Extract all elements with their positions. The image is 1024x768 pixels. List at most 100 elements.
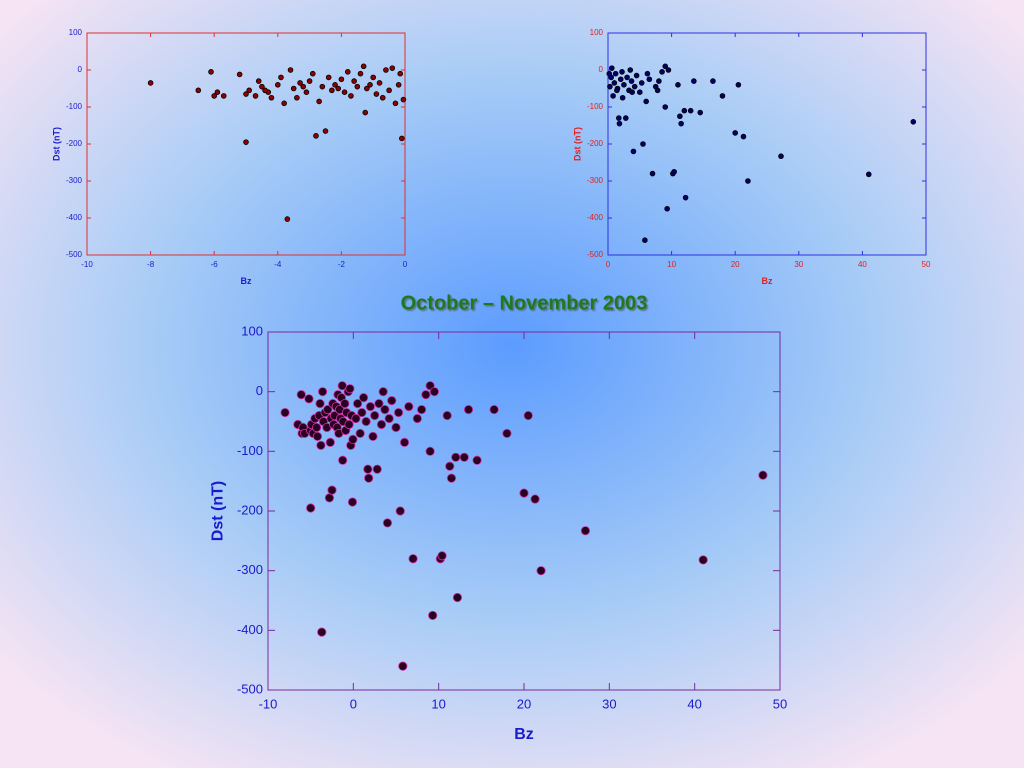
data-point [379,94,386,101]
y-tick-label: -100 [237,443,263,458]
data-point [373,91,380,97]
data-point [671,168,677,175]
data-point [147,80,154,86]
data-point [397,70,404,77]
data-point [459,452,469,462]
y-tick-label: 0 [256,383,263,398]
data-point [735,82,742,88]
data-point [376,80,383,86]
data-point [425,446,435,456]
data-point [623,115,629,121]
data-point [327,485,337,495]
y-tick-label: -300 [587,176,604,185]
x-tick-label: -8 [147,260,155,269]
data-point [630,148,637,155]
y-axis-label: Dst (nT) [572,127,582,161]
data-point [678,120,684,127]
data-point [910,119,917,125]
data-point [364,473,374,483]
data-point [452,592,463,603]
x-tick-label: -10 [259,696,278,711]
x-tick-label: -6 [211,260,219,269]
data-point [778,153,784,160]
data-point [416,404,427,415]
data-point [446,473,457,483]
x-tick-label: -10 [81,260,93,269]
data-point [400,96,407,103]
data-point [352,398,363,409]
data-point [246,87,252,94]
data-point [374,398,384,409]
data-point [386,87,392,94]
data-point [646,76,653,83]
data-point [636,89,643,95]
data-point [633,72,640,79]
data-point [303,89,310,95]
data-point [687,107,694,114]
data-point [300,83,307,90]
data-point [606,70,613,77]
x-tick-label: 10 [431,696,445,711]
data-point [389,65,396,71]
data-point [710,78,716,84]
data-point [644,70,651,77]
x-tick-label: 50 [773,696,787,711]
data-point [255,78,262,84]
data-point [363,464,373,474]
data-point [472,455,482,465]
y-tick-label: 100 [69,28,83,37]
y-tick-label: -200 [66,139,83,148]
data-point [627,67,634,73]
data-point [329,87,335,94]
data-point [338,455,348,465]
data-point [372,464,382,474]
data-point [294,94,300,101]
data-point [268,94,275,101]
data-point [489,404,499,415]
data-point [312,431,323,442]
data-point [654,87,661,94]
data-point [355,428,365,439]
data-point [358,393,369,403]
data-point [290,85,297,92]
data-point [745,178,751,184]
data-point [429,387,439,397]
data-point [421,390,431,400]
data-point [437,551,447,561]
data-point [378,387,388,397]
y-tick-label: 0 [78,65,83,74]
data-point [262,87,268,94]
data-point [428,610,438,621]
data-point [698,555,708,565]
data-point [609,65,615,71]
data-point [211,93,218,99]
data-point [316,440,326,450]
data-point [530,494,540,504]
data-point [296,390,306,400]
data-point [640,141,646,147]
x-tick-label: 40 [858,260,867,269]
data-point [309,70,316,77]
x-tick-label: 20 [517,696,531,711]
data-point [325,74,332,81]
data-point [610,93,616,99]
data-point [621,82,627,88]
data-point [348,434,358,444]
y-tick-label: -100 [587,102,604,111]
data-point [399,437,410,447]
data-point [580,526,591,536]
data-point [220,93,227,99]
data-point [412,413,422,424]
data-point [316,98,322,105]
data-point [624,74,630,81]
data-point [344,69,351,75]
x-tick-label: 30 [602,696,616,711]
y-axis-label: Dst (nT) [210,481,227,541]
data-point [384,413,394,424]
data-point [318,387,328,397]
data-point [665,67,672,73]
data-point [367,82,373,88]
data-point [281,100,287,107]
data-point [252,93,259,99]
data-point [656,78,662,84]
